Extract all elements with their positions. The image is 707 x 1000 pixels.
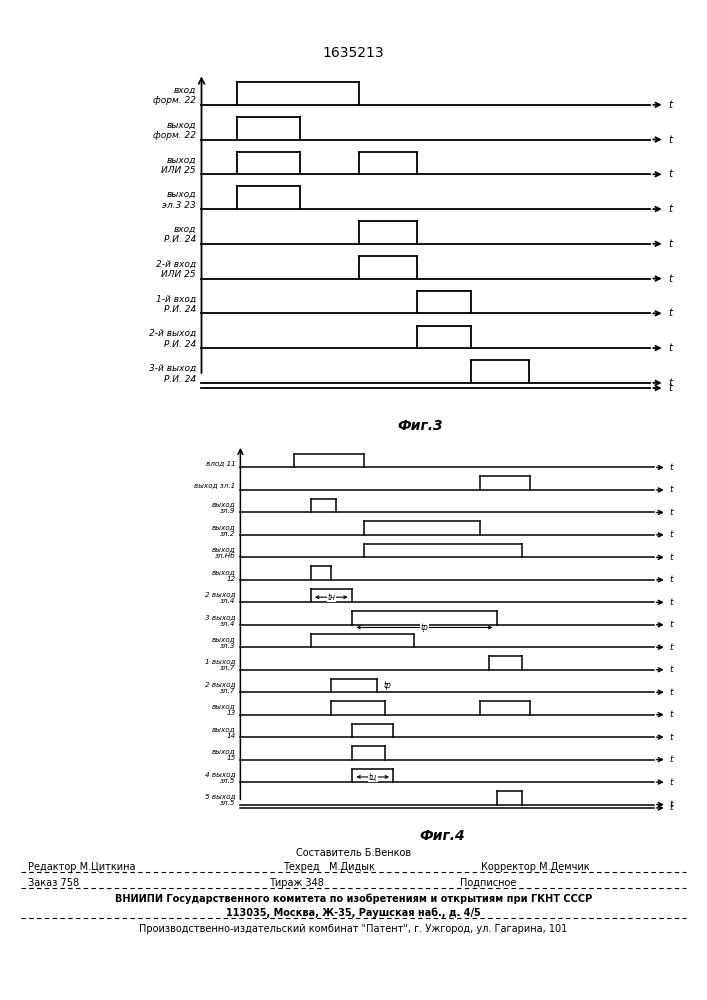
Text: t: t: [670, 710, 673, 719]
Text: Фиг.4: Фиг.4: [419, 829, 464, 843]
Text: tр: tр: [384, 681, 392, 690]
Text: выход зл.1: выход зл.1: [194, 482, 235, 488]
Text: t: t: [668, 169, 672, 179]
Text: Производственно-издательский комбинат "Патент", г. Ужгород, ул. Гагарина, 101: Производственно-издательский комбинат "П…: [139, 924, 568, 934]
Text: t: t: [668, 100, 672, 110]
Text: tн: tн: [327, 593, 335, 602]
Text: t: t: [668, 239, 672, 249]
Text: 1-й вход
Р.И. 24: 1-й вход Р.И. 24: [156, 295, 196, 314]
Text: t: t: [668, 378, 672, 388]
Text: t: t: [668, 383, 672, 393]
Text: 3 выход
зл.4: 3 выход зл.4: [205, 614, 235, 627]
Text: 4 выход
зл.5: 4 выход зл.5: [205, 771, 235, 784]
Text: Составитель Б.Венков: Составитель Б.Венков: [296, 848, 411, 858]
Text: выход
12: выход 12: [212, 569, 235, 582]
Text: t: t: [670, 530, 673, 539]
Text: t: t: [670, 485, 673, 494]
Text: Подписное: Подписное: [460, 878, 516, 888]
Text: Заказ 758: Заказ 758: [28, 878, 79, 888]
Text: tц: tц: [368, 772, 377, 781]
Text: t: t: [668, 308, 672, 318]
Text: t: t: [670, 800, 673, 809]
Text: выход
ИЛИ 25: выход ИЛИ 25: [161, 156, 196, 175]
Text: 113035, Москва, Ж-35, Раушская наб., д. 4/5: 113035, Москва, Ж-35, Раушская наб., д. …: [226, 908, 481, 918]
Text: t: t: [670, 755, 673, 764]
Text: Тираж 348: Тираж 348: [269, 878, 324, 888]
Text: t: t: [670, 803, 673, 812]
Text: 2-й выход
Р.И. 24: 2-й выход Р.И. 24: [148, 329, 196, 349]
Text: вход
форм. 22: вход форм. 22: [153, 86, 196, 105]
Text: t: t: [668, 343, 672, 353]
Text: выход
14: выход 14: [212, 726, 235, 739]
Text: t: t: [670, 688, 673, 697]
Text: Редактор М.Циткина: Редактор М.Циткина: [28, 862, 136, 872]
Text: 2 выход
зл.4: 2 выход зл.4: [205, 591, 235, 604]
Text: t: t: [670, 643, 673, 652]
Text: t: t: [670, 553, 673, 562]
Text: выход
зл.9: выход зл.9: [212, 501, 235, 514]
Text: Фиг.3: Фиг.3: [398, 419, 443, 433]
Text: 5 выход
зл.5: 5 выход зл.5: [205, 793, 235, 806]
Text: t: t: [670, 778, 673, 787]
Text: Техред   М.Дидык: Техред М.Дидык: [283, 862, 375, 872]
Text: 1 выход
зл.7: 1 выход зл.7: [205, 658, 235, 672]
Text: выход
форм. 22: выход форм. 22: [153, 121, 196, 140]
Text: выход
13: выход 13: [212, 703, 235, 716]
Text: t: t: [670, 665, 673, 674]
Text: t: t: [668, 274, 672, 284]
Text: t: t: [670, 508, 673, 517]
Text: 2-й вход
ИЛИ 25: 2-й вход ИЛИ 25: [156, 260, 196, 279]
Text: ВНИИПИ Государственного комитета по изобретениям и открытиям при ГКНТ СССР: ВНИИПИ Государственного комитета по изоб…: [115, 894, 592, 904]
Text: t: t: [670, 575, 673, 584]
Text: 1635213: 1635213: [322, 46, 385, 60]
Text: tр: tр: [421, 623, 428, 632]
Text: влод 11: влод 11: [206, 460, 235, 466]
Text: t: t: [670, 598, 673, 607]
Text: t: t: [670, 733, 673, 742]
Text: t: t: [670, 463, 673, 472]
Text: 3-й выход
Р.И. 24: 3-й выход Р.И. 24: [148, 364, 196, 384]
Text: выход
зл.2: выход зл.2: [212, 524, 235, 537]
Text: t: t: [668, 135, 672, 145]
Text: выход
зл.3: выход зл.3: [212, 636, 235, 649]
Text: выход
эл.3 23: выход эл.3 23: [162, 190, 196, 210]
Text: вход
Р.И. 24: вход Р.И. 24: [163, 225, 196, 244]
Text: выход
15: выход 15: [212, 748, 235, 761]
Text: выход
зл.Нб: выход зл.Нб: [212, 546, 235, 559]
Text: t: t: [670, 620, 673, 629]
Text: Корректор М.Демчик: Корректор М.Демчик: [481, 862, 590, 872]
Text: 2 выход
зл.7: 2 выход зл.7: [205, 681, 235, 694]
Text: t: t: [668, 204, 672, 214]
